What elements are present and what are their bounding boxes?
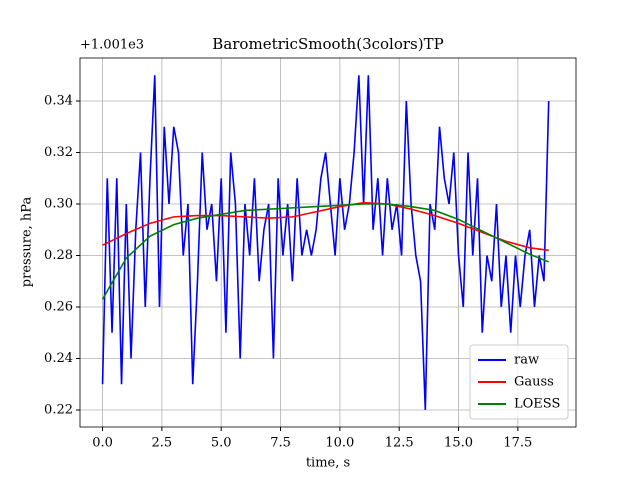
x-tick-label: 17.5 [503,436,532,451]
y-tick-label: 0.24 [44,351,73,366]
x-tick-label: 12.5 [385,436,414,451]
x-axis-label: time, s [306,456,350,471]
legend-box [469,344,569,420]
data-line [102,201,549,252]
offset-text: +1.001e3 [80,38,144,53]
y-tick-label: 0.22 [44,403,73,418]
y-tick-label: 0.26 [44,300,73,315]
x-tick-label: 5.0 [211,436,232,451]
x-tick-label: 10.0 [325,436,354,451]
legend: raw Gauss LOESS [469,344,569,420]
y-tick-label: 0.34 [44,94,73,109]
chart-title: BarometricSmooth(3colors)TP [212,35,443,53]
legend-label: Gauss [514,375,554,390]
x-tick-label: 0.0 [92,436,113,451]
x-tick-label: 7.5 [270,436,291,451]
y-tick-label: 0.28 [44,248,73,263]
y-tick-label: 0.30 [44,197,73,212]
legend-label: LOESS [514,397,560,412]
plot-frame [79,57,577,428]
data-line [101,203,550,300]
legend-label: raw [514,353,539,368]
y-tick-label: 0.32 [44,145,73,160]
x-tick-label: 2.5 [152,436,173,451]
y-axis-label: pressure, hPa [20,197,35,288]
x-tick-label: 15.0 [444,436,473,451]
